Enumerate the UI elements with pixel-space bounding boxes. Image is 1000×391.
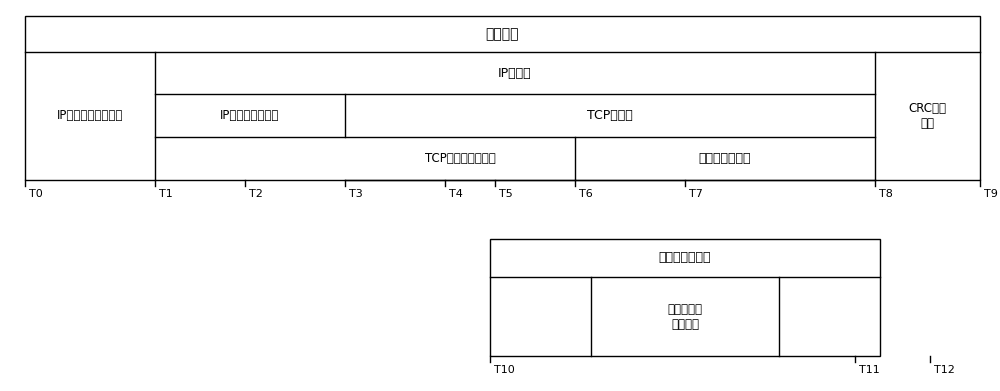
Text: T7: T7 xyxy=(689,189,703,199)
Text: T5: T5 xyxy=(499,189,513,199)
Bar xyxy=(490,239,880,356)
Text: T8: T8 xyxy=(879,189,893,199)
Text: 可能存在的
校验字段: 可能存在的 校验字段 xyxy=(668,303,702,330)
Text: T12: T12 xyxy=(934,365,955,375)
Text: 以太网帧: 以太网帧 xyxy=(486,27,519,41)
Text: T10: T10 xyxy=(494,365,515,375)
Text: CRC校验
字段: CRC校验 字段 xyxy=(908,102,946,130)
Text: T1: T1 xyxy=(159,189,173,199)
Text: IP数据报: IP数据报 xyxy=(498,66,532,80)
Text: IP数据报首部字段: IP数据报首部字段 xyxy=(220,109,280,122)
Text: IP数据报之前的字段: IP数据报之前的字段 xyxy=(57,109,123,122)
Text: T0: T0 xyxy=(29,189,43,199)
Text: T2: T2 xyxy=(249,189,263,199)
Text: 应用层数据字段: 应用层数据字段 xyxy=(659,251,711,264)
Text: T3: T3 xyxy=(349,189,363,199)
Text: TCP报文段首部字段: TCP报文段首部字段 xyxy=(425,152,495,165)
Text: 应用层数据字段: 应用层数据字段 xyxy=(699,152,751,165)
Bar xyxy=(25,16,980,180)
Text: T6: T6 xyxy=(579,189,593,199)
Text: T4: T4 xyxy=(449,189,463,199)
Text: TCP报文段: TCP报文段 xyxy=(587,109,633,122)
Text: T11: T11 xyxy=(859,365,880,375)
Text: T9: T9 xyxy=(984,189,998,199)
